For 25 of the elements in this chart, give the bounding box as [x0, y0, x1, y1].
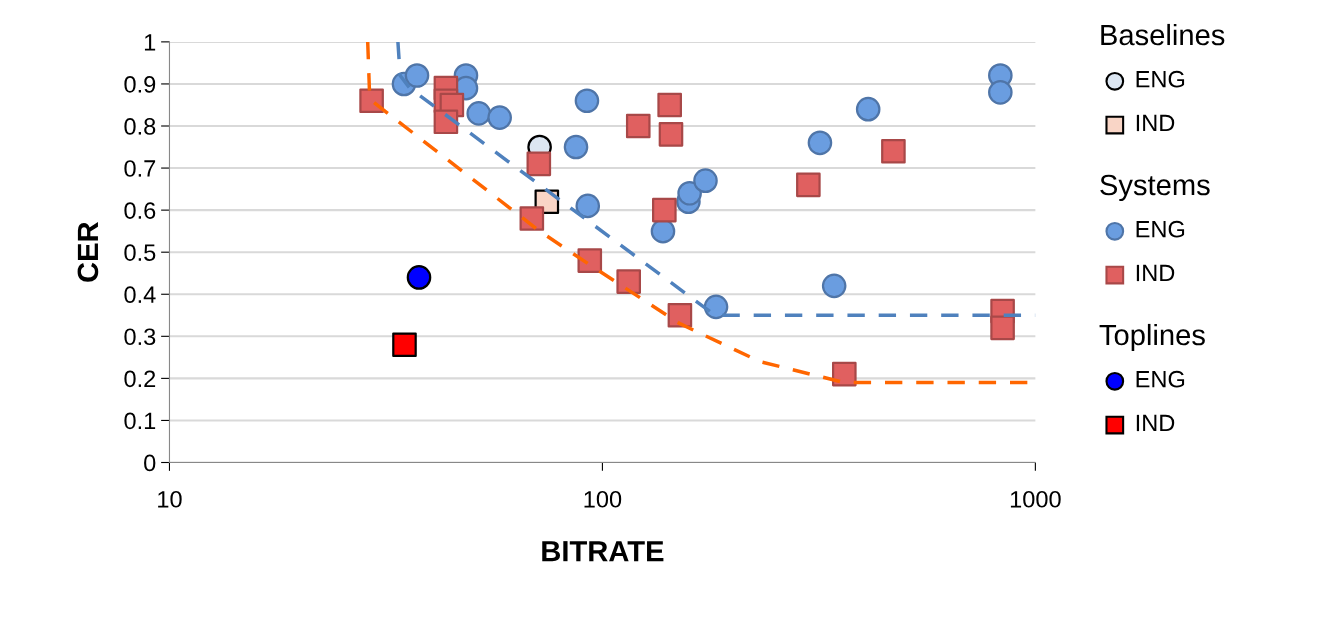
legend-label: ENG [1136, 70, 1185, 88]
x-tick-label: 10 [158, 490, 182, 508]
y-tick-label: 0.3 [124, 328, 156, 346]
legend-label: ENG [1136, 220, 1185, 238]
text: Baselines [1101, 23, 1225, 46]
y-tick-label: 0.8 [124, 118, 156, 135]
y-tick-label: 0 [144, 454, 156, 472]
y-tick-label: 0.2 [124, 370, 156, 388]
x-tick-label: 1000 [1010, 490, 1061, 508]
y-tick-label: 0.4 [124, 286, 156, 304]
y-tick-label: 0.9 [124, 76, 156, 93]
y-tick-label: 0.6 [124, 202, 156, 219]
x-axis-title: BITRATE [542, 541, 664, 562]
legend-label: IND [1136, 264, 1175, 282]
legend-label: IND [1136, 114, 1175, 132]
y-tick-label: 0.1 [124, 412, 156, 430]
text: Systems [1100, 174, 1210, 202]
text: Toplines [1099, 323, 1205, 352]
legend-label: IND [1136, 414, 1175, 432]
y-tick-label: 1 [144, 34, 156, 51]
y-tick-label: 0.7 [124, 160, 156, 177]
y-axis-title: CER [77, 221, 99, 282]
y-tick-label: 0.5 [124, 244, 156, 261]
legend-label: ENG [1136, 370, 1185, 388]
x-tick-label: 100 [584, 490, 622, 508]
